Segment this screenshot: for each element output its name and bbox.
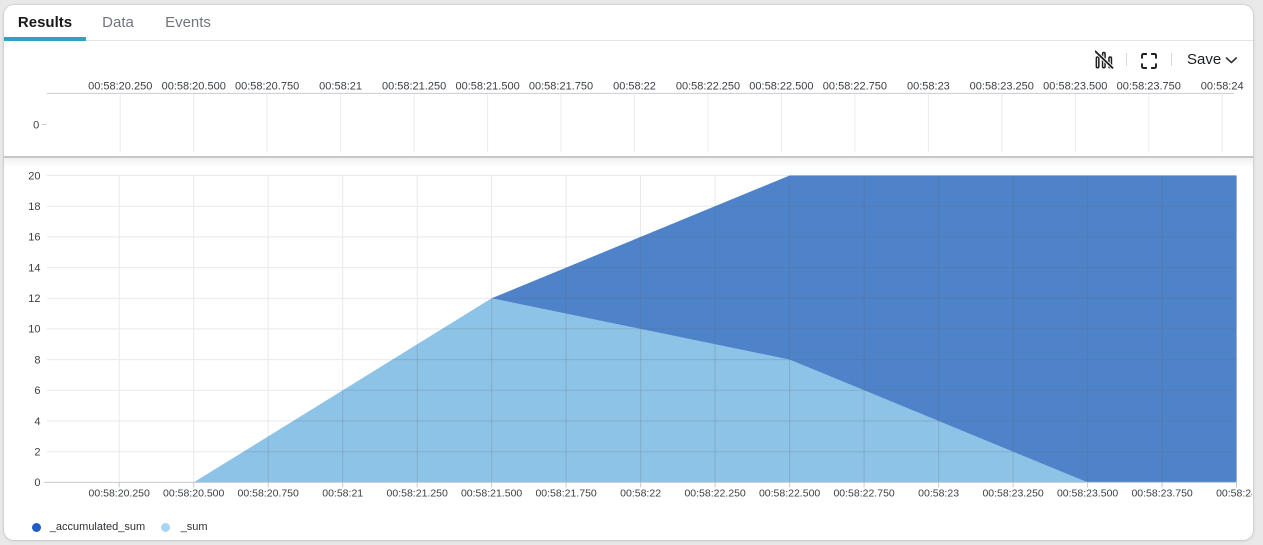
svg-text:00:58:23.250: 00:58:23.250 — [982, 487, 1043, 499]
svg-text:00:58:21.500: 00:58:21.500 — [455, 81, 519, 93]
svg-text:00:58:21.250: 00:58:21.250 — [387, 487, 448, 499]
svg-text:6: 6 — [34, 385, 40, 397]
svg-text:00:58:22.250: 00:58:22.250 — [676, 81, 740, 93]
svg-text:00:58:21: 00:58:21 — [319, 81, 362, 93]
svg-text:00:58:23.500: 00:58:23.500 — [1043, 81, 1107, 93]
svg-text:00:58:20.750: 00:58:20.750 — [238, 487, 299, 499]
svg-text:00:58:24: 00:58:24 — [1216, 487, 1252, 499]
svg-text:00:58:22.250: 00:58:22.250 — [684, 487, 745, 499]
svg-text:0: 0 — [33, 119, 39, 131]
svg-text:00:58:22: 00:58:22 — [613, 81, 656, 93]
svg-text:20: 20 — [28, 170, 40, 182]
svg-text:4: 4 — [34, 416, 40, 428]
svg-text:18: 18 — [28, 201, 40, 213]
svg-text:0: 0 — [34, 477, 40, 489]
svg-text:16: 16 — [28, 232, 40, 244]
svg-text:00:58:22.500: 00:58:22.500 — [749, 81, 813, 93]
svg-text:12: 12 — [28, 293, 40, 305]
svg-text:00:58:21.500: 00:58:21.500 — [461, 487, 522, 499]
svg-text:00:58:22: 00:58:22 — [620, 487, 661, 499]
svg-text:00:58:23.750: 00:58:23.750 — [1131, 487, 1192, 499]
svg-text:00:58:24: 00:58:24 — [1201, 81, 1244, 93]
svg-text:00:58:21.750: 00:58:21.750 — [529, 81, 593, 93]
svg-text:00:58:22.500: 00:58:22.500 — [759, 487, 820, 499]
svg-text:00:58:23.750: 00:58:23.750 — [1117, 81, 1181, 93]
svg-text:10: 10 — [28, 324, 40, 336]
svg-text:00:58:23.500: 00:58:23.500 — [1057, 487, 1118, 499]
svg-text:00:58:23: 00:58:23 — [918, 487, 959, 499]
svg-text:00:58:20.250: 00:58:20.250 — [89, 487, 150, 499]
svg-text:8: 8 — [34, 354, 40, 366]
svg-text:00:58:22.750: 00:58:22.750 — [823, 81, 887, 93]
svg-text:00:58:23: 00:58:23 — [907, 81, 950, 93]
svg-text:00:58:21: 00:58:21 — [322, 487, 363, 499]
svg-text:14: 14 — [28, 262, 40, 274]
svg-text:00:58:21.250: 00:58:21.250 — [382, 81, 446, 93]
svg-text:00:58:22.750: 00:58:22.750 — [833, 487, 894, 499]
svg-text:00:58:20.500: 00:58:20.500 — [163, 487, 224, 499]
svg-text:00:58:21.750: 00:58:21.750 — [535, 487, 596, 499]
svg-text:00:58:20.250: 00:58:20.250 — [88, 81, 152, 93]
svg-text:00:58:23.250: 00:58:23.250 — [970, 81, 1034, 93]
svg-text:2: 2 — [34, 447, 40, 459]
svg-text:00:58:20.750: 00:58:20.750 — [235, 81, 299, 93]
svg-text:00:58:20.500: 00:58:20.500 — [162, 81, 226, 93]
